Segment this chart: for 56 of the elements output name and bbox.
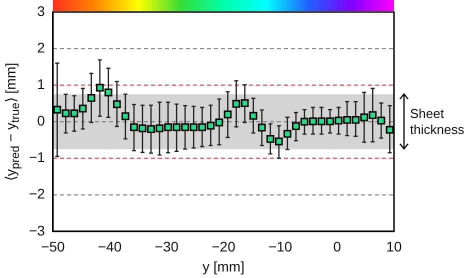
point <box>258 124 266 132</box>
x-tick-label: −50 <box>41 238 66 255</box>
point <box>172 123 181 132</box>
point <box>386 126 394 134</box>
point <box>130 123 138 132</box>
y-tick-label: −2 <box>28 186 46 202</box>
point <box>53 106 62 114</box>
point <box>352 116 360 124</box>
point <box>70 109 78 118</box>
point <box>300 118 308 126</box>
x-tick-label: −40 <box>98 238 122 255</box>
point <box>224 110 232 118</box>
point <box>104 88 112 96</box>
point <box>87 94 96 102</box>
point <box>147 125 155 133</box>
point <box>112 100 121 108</box>
y-tick-label: 0 <box>37 112 46 129</box>
point <box>164 123 172 132</box>
point <box>368 111 377 120</box>
y-tick-label: 3 <box>37 2 46 19</box>
point <box>292 122 300 130</box>
y-tick-label: 2 <box>37 39 46 56</box>
point <box>181 123 190 132</box>
point <box>206 122 215 130</box>
point <box>240 99 249 107</box>
point <box>122 112 130 120</box>
x-tick-label: 10 <box>386 238 402 255</box>
x-axis-title: y [mm] <box>202 258 244 274</box>
point <box>215 118 224 126</box>
point <box>360 113 368 122</box>
point <box>283 130 292 138</box>
x-tick-label: −20 <box>212 238 236 255</box>
x-tick-label: −30 <box>154 238 179 255</box>
point <box>377 116 386 125</box>
band-label: Sheet thickness <box>410 106 466 138</box>
y-tick-label: −3 <box>28 222 46 238</box>
x-tick-label: 0 <box>333 238 342 255</box>
point <box>309 117 317 126</box>
point <box>156 124 164 132</box>
point <box>190 123 198 132</box>
point <box>198 123 206 132</box>
y-tick-label: −1 <box>28 149 46 166</box>
point <box>138 124 146 132</box>
point <box>62 109 70 118</box>
x-tick-label: −10 <box>268 238 292 255</box>
point <box>78 104 87 112</box>
point <box>334 116 343 125</box>
point <box>232 100 240 108</box>
y-tick-label: 1 <box>37 76 46 92</box>
point <box>318 117 326 126</box>
point <box>96 84 104 92</box>
point <box>326 117 334 126</box>
point <box>343 116 352 124</box>
point <box>249 112 258 120</box>
point <box>274 138 283 146</box>
point <box>266 134 274 143</box>
